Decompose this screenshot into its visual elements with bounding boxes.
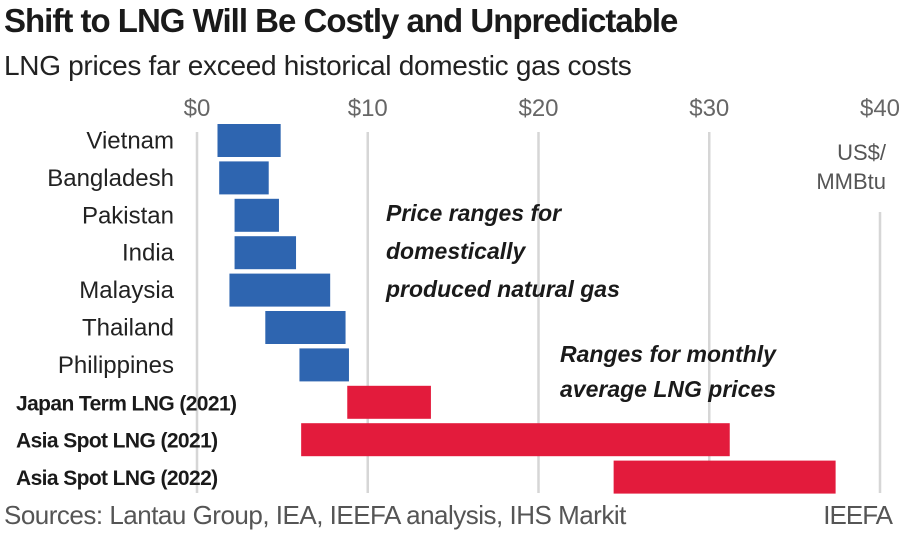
bar-asia-spot-lng-2022 [613,460,836,494]
x-tick-label: $40 [860,95,900,122]
chart-subtitle: LNG prices far exceed historical domesti… [4,50,632,81]
category-label: India [122,240,175,267]
category-label: Asia Spot LNG (2022) [16,467,218,490]
annotation-domestic: produced natural gas [385,276,620,302]
annotation-lng: average LNG prices [560,376,776,402]
bar-thailand [265,311,346,344]
category-label: Pakistan [82,202,174,229]
category-label: Vietnam [86,128,174,155]
x-tick-label: $0 [184,95,211,122]
source-note: Sources: Lantau Group, IEA, IEEFA analys… [4,500,626,530]
x-axis-unit-label: MMBtu [816,169,886,194]
category-label: Bangladesh [47,165,174,192]
annotation-domestic: Price ranges for [386,200,562,226]
bar-asia-spot-lng-2021 [301,423,730,457]
category-label: Japan Term LNG (2021) [16,392,236,415]
bar-pakistan [234,198,279,232]
credit-label: IEEFA [823,500,893,530]
category-label: Asia Spot LNG (2021) [16,430,218,453]
category-label: Malaysia [79,277,174,304]
bar-japan-term-lng-2021 [347,385,431,419]
bar-india [234,236,297,270]
bar-malaysia [229,273,331,307]
x-tick-label: $10 [348,95,388,122]
annotation-domestic: domestically [386,238,527,264]
annotation-lng: Ranges for monthly [560,341,777,367]
bar-philippines [299,348,349,382]
category-label: Thailand [82,315,174,342]
x-tick-label: $20 [518,95,558,122]
x-tick-label: $30 [689,95,729,122]
bar-bangladesh [219,161,269,195]
chart-title: Shift to LNG Will Be Costly and Unpredic… [4,2,678,39]
x-axis-unit-label: US$/ [837,140,887,165]
bar-vietnam [217,124,281,157]
category-label: Philippines [58,352,174,379]
